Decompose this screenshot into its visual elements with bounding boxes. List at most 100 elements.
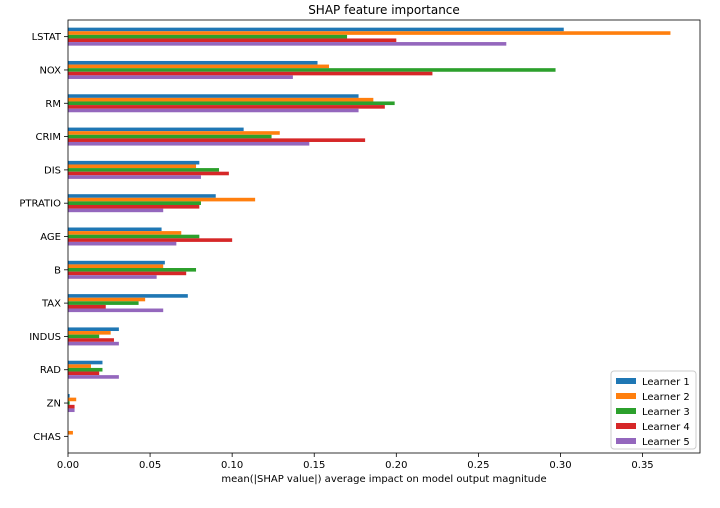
bar-b-learner-1 xyxy=(68,260,165,265)
bar-dis-learner-2 xyxy=(68,164,197,169)
bar-nox-learner-3 xyxy=(68,68,556,72)
bar-ptratio-learner-5 xyxy=(68,208,164,213)
bar-zn-learner-4 xyxy=(68,404,75,409)
bar-zn-learner-1 xyxy=(68,394,70,398)
bar-lstat-learner-1 xyxy=(68,27,564,32)
bar-indus-learner-5 xyxy=(68,341,119,346)
y-tick-label-lstat: LSTAT xyxy=(32,32,62,43)
bar-b-learner-3 xyxy=(68,268,197,272)
y-tick-label-rad: RAD xyxy=(40,365,61,376)
legend-swatch-learner-3 xyxy=(616,408,636,414)
legend-swatch-learner-4 xyxy=(616,423,636,429)
plot-frame xyxy=(67,19,701,454)
bar-tax-learner-1 xyxy=(68,294,188,298)
x-tick-label: 0.20 xyxy=(385,460,407,471)
bar-tax-learner-2 xyxy=(68,297,146,302)
bar-lstat-learner-2 xyxy=(68,31,671,35)
bar-crim-learner-3 xyxy=(68,134,272,139)
bar-dis-learner-4 xyxy=(68,171,229,176)
y-tick-label-chas: CHAS xyxy=(33,432,61,443)
bar-tax-learner-5 xyxy=(68,308,164,313)
y-tick-label-tax: TAX xyxy=(41,299,61,310)
x-tick-label: 0.30 xyxy=(549,460,571,471)
legend-label-learner-3: Learner 3 xyxy=(642,407,690,418)
bar-rad-learner-2 xyxy=(68,364,91,368)
bar-lstat-learner-3 xyxy=(68,34,348,39)
bar-rm-learner-4 xyxy=(68,105,385,109)
legend: Learner 1 Learner 2 Learner 3 Learner 4 Lear… xyxy=(610,370,697,450)
y-tick-label-indus: INDUS xyxy=(29,332,61,343)
y-tick-label-dis: DIS xyxy=(44,165,61,176)
x-axis-title: mean(|SHAP value|) average impact on mod… xyxy=(221,474,546,485)
legend-swatch-learner-5 xyxy=(616,438,636,444)
bar-indus-learner-4 xyxy=(68,338,114,342)
bar-dis-learner-3 xyxy=(68,168,220,172)
y-tick-label-age: AGE xyxy=(40,232,61,243)
bar-b-learner-4 xyxy=(68,271,187,276)
y-tick-label-zn: ZN xyxy=(47,399,61,410)
bar-zn-learner-2 xyxy=(68,397,77,402)
bar-nox-learner-2 xyxy=(68,64,330,69)
bar-age-learner-5 xyxy=(68,241,177,246)
bar-ptratio-learner-2 xyxy=(68,197,256,202)
chart-title: SHAP feature importance xyxy=(308,3,460,17)
x-tick-label: 0.25 xyxy=(467,460,489,471)
bar-nox-learner-1 xyxy=(68,60,318,65)
legend-swatch-learner-2 xyxy=(616,393,636,399)
y-tick-label-nox: NOX xyxy=(39,65,61,76)
bar-b-learner-5 xyxy=(68,275,157,279)
bar-age-learner-1 xyxy=(68,227,162,232)
bar-age-learner-4 xyxy=(68,238,233,242)
bar-crim-learner-5 xyxy=(68,141,310,146)
bar-ptratio-learner-3 xyxy=(68,201,201,205)
bar-indus-learner-3 xyxy=(68,334,100,339)
legend-label-learner-5: Learner 5 xyxy=(642,437,690,448)
x-tick-label: 0.05 xyxy=(139,460,161,471)
y-tick-label-b: B xyxy=(54,265,61,276)
bar-rad-learner-1 xyxy=(68,360,103,365)
y-tick-label-rm: RM xyxy=(45,99,61,110)
bar-zn-learner-5 xyxy=(68,408,75,413)
x-tick-label: 0.10 xyxy=(221,460,243,471)
bar-tax-learner-3 xyxy=(68,301,139,305)
x-tick-label: 0.00 xyxy=(57,460,79,471)
bar-chas-learner-2 xyxy=(68,430,73,435)
legend-box xyxy=(610,370,697,450)
y-tick-label-ptratio: PTRATIO xyxy=(19,199,61,210)
bar-tax-learner-4 xyxy=(68,304,106,309)
bar-rad-learner-5 xyxy=(68,375,119,379)
bar-crim-learner-1 xyxy=(68,127,244,132)
bar-age-learner-2 xyxy=(68,231,182,235)
bar-zn-learner-3 xyxy=(68,401,70,405)
bar-rad-learner-4 xyxy=(68,371,100,376)
bar-rm-learner-5 xyxy=(68,108,359,113)
bar-rm-learner-2 xyxy=(68,97,374,102)
bar-crim-learner-2 xyxy=(68,131,280,135)
bar-lstat-learner-4 xyxy=(68,38,397,43)
legend-label-learner-2: Learner 2 xyxy=(642,392,690,403)
plot-area: LSTAT NOX RM CRIM DIS PTRATIO AGE B TAX INDUS RAD Z… xyxy=(19,19,701,471)
x-tick-label: 0.35 xyxy=(631,460,653,471)
bar-rm-learner-1 xyxy=(68,94,359,98)
bar-crim-learner-4 xyxy=(68,138,366,142)
legend-swatch-learner-1 xyxy=(616,378,636,384)
legend-label-learner-1: Learner 1 xyxy=(642,377,690,388)
bar-indus-learner-2 xyxy=(68,331,111,335)
y-tick-label-crim: CRIM xyxy=(35,132,61,143)
x-tick-label: 0.15 xyxy=(303,460,325,471)
bar-lstat-learner-5 xyxy=(68,42,507,46)
legend-label-learner-4: Learner 4 xyxy=(642,422,690,433)
bar-ptratio-learner-4 xyxy=(68,204,200,209)
bar-rm-learner-3 xyxy=(68,101,395,106)
bar-indus-learner-1 xyxy=(68,327,119,332)
bar-b-learner-2 xyxy=(68,264,164,269)
bar-dis-learner-5 xyxy=(68,175,201,179)
bar-nox-learner-4 xyxy=(68,71,433,76)
bar-nox-learner-5 xyxy=(68,75,293,79)
bar-ptratio-learner-1 xyxy=(68,194,216,198)
bar-dis-learner-1 xyxy=(68,160,200,165)
bar-age-learner-3 xyxy=(68,234,200,239)
bar-rad-learner-3 xyxy=(68,367,103,372)
